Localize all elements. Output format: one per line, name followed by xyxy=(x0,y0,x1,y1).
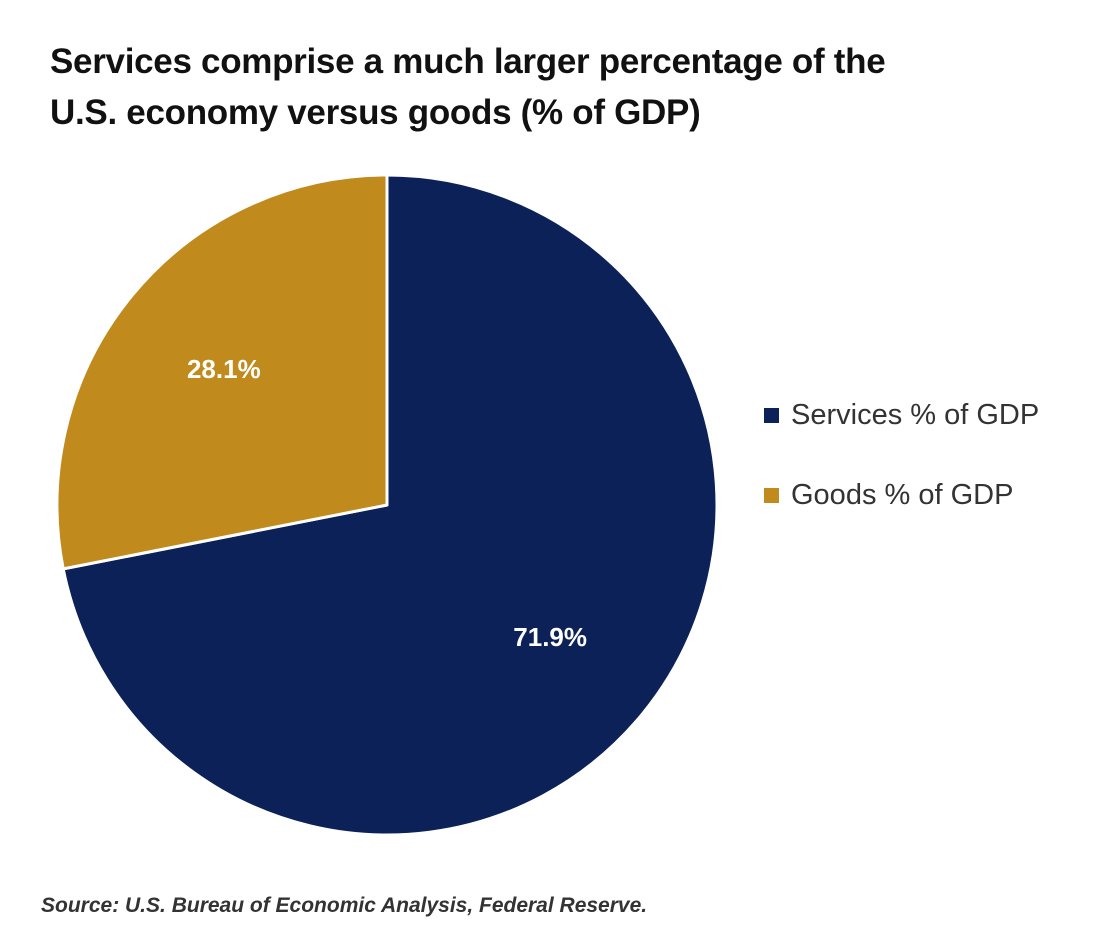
pie-slice-goods xyxy=(55,173,389,571)
legend-item-services: Services % of GDP xyxy=(764,390,1094,440)
chart-title: Services comprise a much larger percenta… xyxy=(50,42,886,132)
legend-swatch-goods xyxy=(764,487,779,503)
chart-legend: Services % of GDP Goods % of GDP xyxy=(764,390,1094,550)
pie-slice-services xyxy=(61,173,719,837)
legend-swatch-services xyxy=(764,407,779,423)
data-label-goods: 28.1% xyxy=(187,354,261,384)
data-label-services: 71.9% xyxy=(513,622,587,652)
source-note: Source: U.S. Bureau of Economic Analysis… xyxy=(41,894,648,917)
legend-label-services: Services % of GDP xyxy=(791,398,1040,431)
legend-label-goods: Goods % of GDP xyxy=(791,478,1014,511)
legend-item-goods: Goods % of GDP xyxy=(764,470,1094,520)
pie-slices xyxy=(55,173,719,837)
pie-data-labels: 71.9% 28.1% xyxy=(187,354,587,652)
